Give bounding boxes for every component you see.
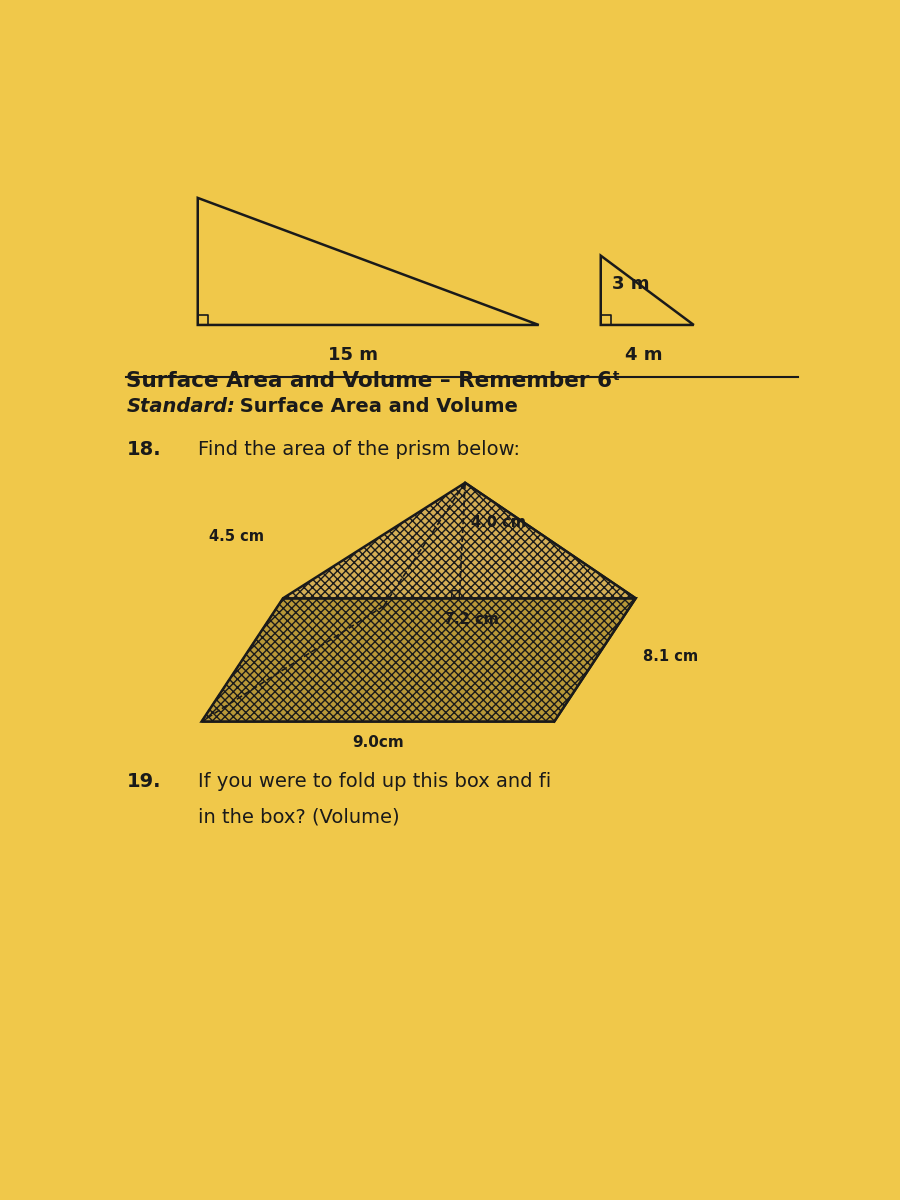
Text: Surface Area and Volume: Surface Area and Volume: [232, 396, 518, 415]
Text: 18.: 18.: [126, 440, 161, 460]
Text: Find the area of the prism below:: Find the area of the prism below:: [198, 440, 520, 460]
Text: 8.1 cm: 8.1 cm: [644, 648, 698, 664]
Text: 9.0cm: 9.0cm: [352, 736, 404, 750]
Text: Standard:: Standard:: [126, 396, 235, 415]
Text: Surface Area and Volume – Remember 6ᵗ: Surface Area and Volume – Remember 6ᵗ: [126, 371, 621, 391]
Text: 19.: 19.: [126, 772, 161, 791]
Polygon shape: [283, 482, 635, 599]
Polygon shape: [202, 606, 554, 721]
Polygon shape: [202, 599, 635, 721]
Text: 4.5 cm: 4.5 cm: [209, 529, 264, 545]
Text: 15 m: 15 m: [328, 346, 378, 364]
Text: 4.0 cm: 4.0 cm: [472, 515, 526, 530]
Text: 4 m: 4 m: [625, 346, 662, 364]
Text: 7.2 cm: 7.2 cm: [444, 612, 499, 628]
Text: 3 m: 3 m: [612, 275, 650, 293]
Text: in the box? (Volume): in the box? (Volume): [198, 808, 400, 827]
Polygon shape: [383, 482, 635, 721]
Text: If you were to fold up this box and fi: If you were to fold up this box and fi: [198, 772, 551, 791]
